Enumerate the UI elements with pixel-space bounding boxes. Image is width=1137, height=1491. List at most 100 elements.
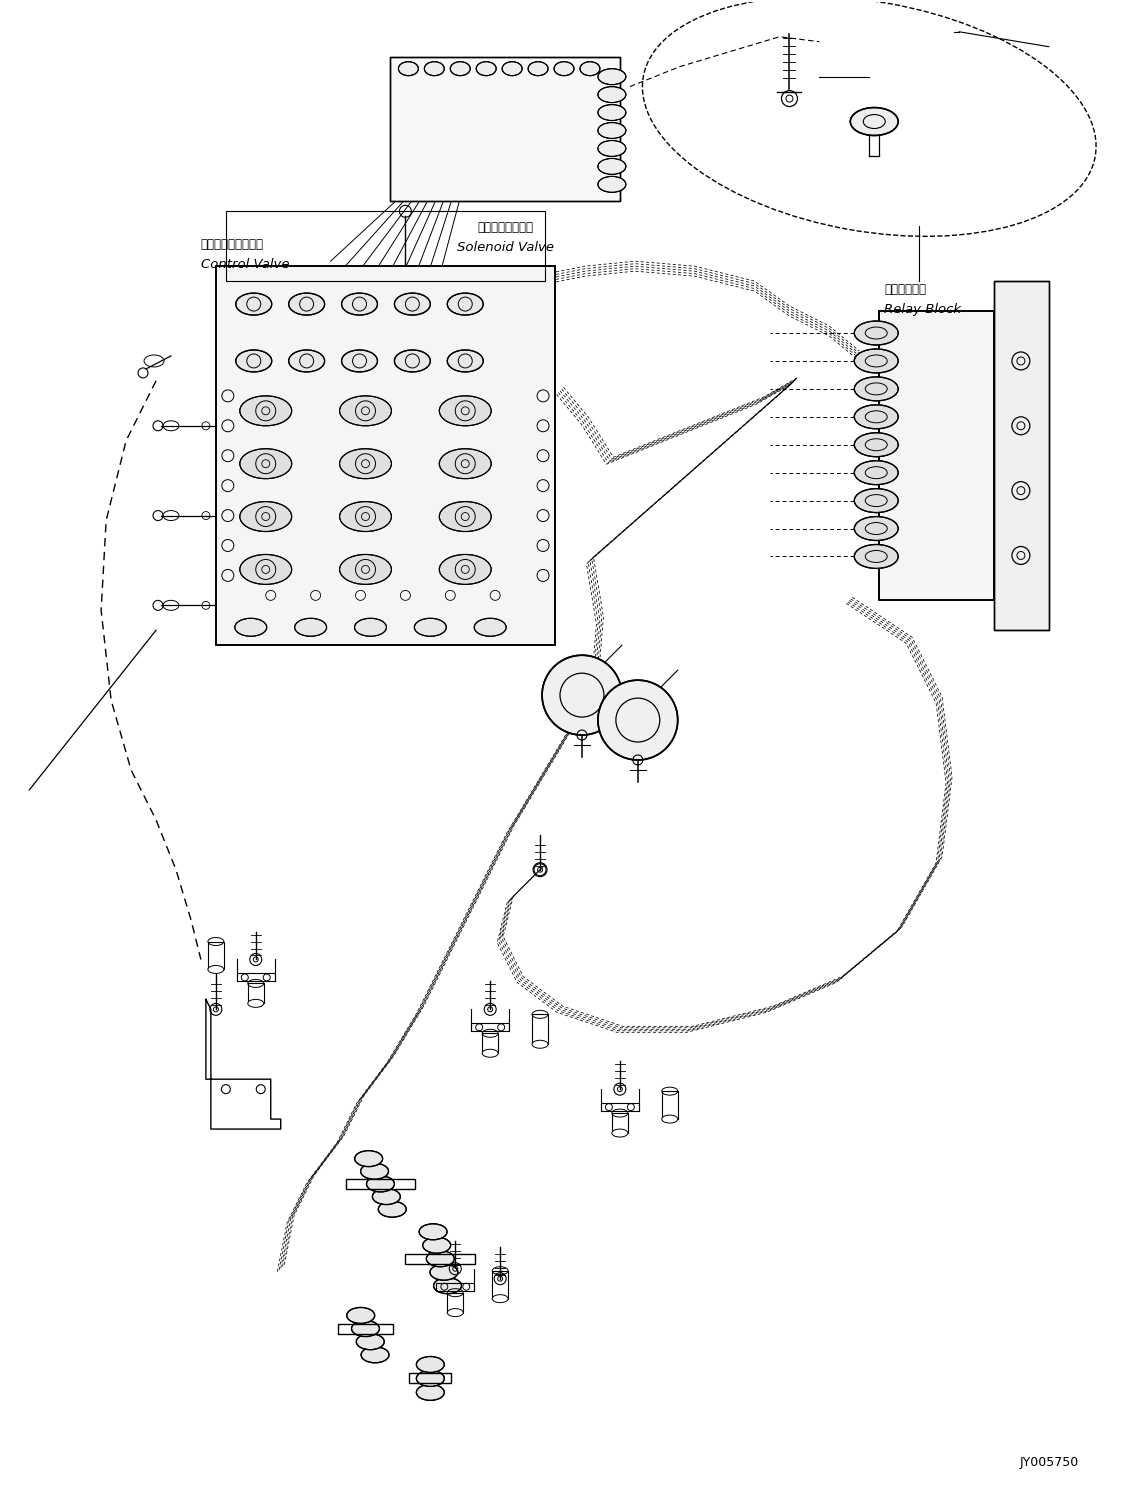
Bar <box>409 1373 451 1384</box>
Ellipse shape <box>240 449 292 479</box>
Bar <box>208 941 224 969</box>
Ellipse shape <box>492 1294 508 1303</box>
Ellipse shape <box>598 176 625 192</box>
Ellipse shape <box>854 349 898 373</box>
Ellipse shape <box>395 350 430 371</box>
Bar <box>216 267 555 646</box>
Ellipse shape <box>447 1309 463 1317</box>
Ellipse shape <box>528 61 548 76</box>
Ellipse shape <box>289 350 324 371</box>
Ellipse shape <box>439 501 491 531</box>
Ellipse shape <box>612 1129 628 1138</box>
Ellipse shape <box>423 1238 450 1254</box>
Ellipse shape <box>482 1050 498 1057</box>
Bar <box>226 212 545 282</box>
Ellipse shape <box>341 350 377 371</box>
Ellipse shape <box>662 1115 678 1123</box>
Ellipse shape <box>248 999 264 1008</box>
Ellipse shape <box>379 1202 406 1217</box>
Text: Control Valve: Control Valve <box>201 258 290 271</box>
Ellipse shape <box>240 555 292 584</box>
Ellipse shape <box>235 619 267 637</box>
Text: 中継ブロック: 中継ブロック <box>885 283 927 297</box>
Ellipse shape <box>598 140 625 157</box>
Ellipse shape <box>240 501 292 531</box>
Bar <box>612 1114 628 1133</box>
Ellipse shape <box>854 321 898 344</box>
Ellipse shape <box>598 69 625 85</box>
Bar <box>879 312 994 601</box>
Ellipse shape <box>340 395 391 426</box>
Bar <box>471 1023 509 1032</box>
Bar <box>437 1282 474 1291</box>
Ellipse shape <box>450 61 471 76</box>
Ellipse shape <box>439 395 491 426</box>
Ellipse shape <box>554 61 574 76</box>
Circle shape <box>542 655 622 735</box>
Ellipse shape <box>235 350 272 371</box>
Ellipse shape <box>340 449 391 479</box>
Ellipse shape <box>854 461 898 485</box>
Bar <box>346 1179 415 1188</box>
Ellipse shape <box>351 1321 380 1336</box>
Bar <box>236 974 275 981</box>
Ellipse shape <box>850 107 898 136</box>
Ellipse shape <box>854 432 898 456</box>
Ellipse shape <box>362 1346 389 1363</box>
Ellipse shape <box>447 294 483 315</box>
Ellipse shape <box>340 501 391 531</box>
Ellipse shape <box>414 619 447 637</box>
Ellipse shape <box>854 377 898 401</box>
Ellipse shape <box>426 1251 455 1267</box>
Bar <box>601 1103 639 1111</box>
Ellipse shape <box>416 1385 445 1400</box>
Bar <box>390 57 620 201</box>
Ellipse shape <box>366 1176 395 1191</box>
Ellipse shape <box>439 555 491 584</box>
Bar <box>447 1293 463 1312</box>
Bar <box>390 57 620 201</box>
Ellipse shape <box>398 61 418 76</box>
Ellipse shape <box>598 158 625 174</box>
Ellipse shape <box>416 1370 445 1387</box>
Ellipse shape <box>598 86 625 103</box>
Ellipse shape <box>341 294 377 315</box>
Ellipse shape <box>439 449 491 479</box>
Circle shape <box>598 680 678 760</box>
Ellipse shape <box>355 619 387 637</box>
Ellipse shape <box>289 294 324 315</box>
Ellipse shape <box>580 61 600 76</box>
Ellipse shape <box>240 395 292 426</box>
Ellipse shape <box>598 104 625 121</box>
Ellipse shape <box>360 1163 389 1179</box>
Ellipse shape <box>854 489 898 513</box>
Ellipse shape <box>355 1151 383 1166</box>
Ellipse shape <box>598 122 625 139</box>
Ellipse shape <box>474 619 506 637</box>
Ellipse shape <box>433 1278 462 1294</box>
Text: ソレノイドバルブ: ソレノイドバルブ <box>478 221 533 234</box>
Ellipse shape <box>503 61 522 76</box>
Ellipse shape <box>356 1334 384 1349</box>
Text: Solenoid Valve: Solenoid Valve <box>457 242 554 253</box>
Bar <box>532 1014 548 1044</box>
Ellipse shape <box>447 350 483 371</box>
Ellipse shape <box>854 544 898 568</box>
Bar <box>406 1254 475 1264</box>
Ellipse shape <box>347 1308 375 1324</box>
Ellipse shape <box>532 1041 548 1048</box>
Text: コントロールバルブ: コントロールバルブ <box>201 239 264 250</box>
Ellipse shape <box>208 966 224 974</box>
Ellipse shape <box>430 1264 458 1281</box>
Ellipse shape <box>416 1357 445 1372</box>
Bar <box>879 312 994 601</box>
Bar <box>482 1033 498 1053</box>
Ellipse shape <box>854 516 898 541</box>
Text: Relay Block: Relay Block <box>885 303 961 316</box>
Ellipse shape <box>294 619 326 637</box>
Ellipse shape <box>854 406 898 429</box>
Bar <box>994 282 1048 631</box>
Bar <box>248 984 264 1003</box>
Bar <box>338 1324 393 1333</box>
Ellipse shape <box>235 294 272 315</box>
